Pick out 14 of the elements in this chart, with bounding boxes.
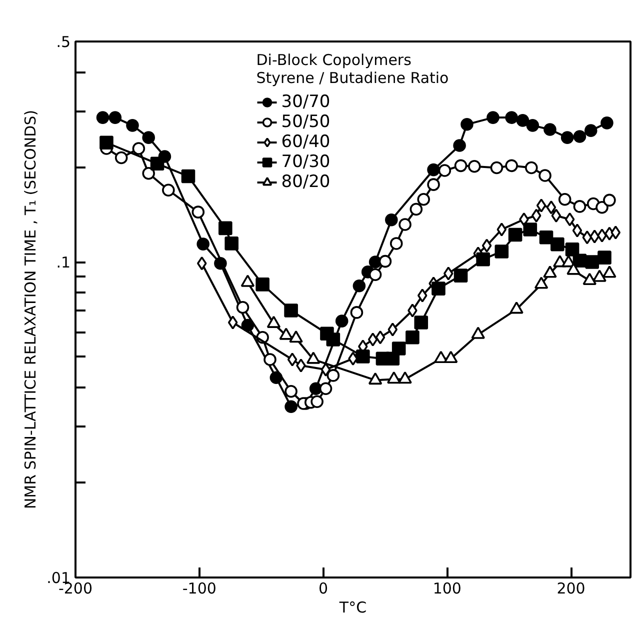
- legend-label: 60/40: [281, 132, 330, 152]
- legend-label: 80/20: [281, 172, 330, 192]
- legend-label: 30/70: [281, 92, 330, 112]
- x-axis-title: T°C: [338, 598, 367, 616]
- x-tick-label: -100: [182, 580, 216, 598]
- x-tick-label: 200: [556, 580, 586, 598]
- legend-label: 70/30: [281, 152, 330, 172]
- legend-title: Di-Block Copolymers Styrene / Butadiene Ratio: [256, 51, 449, 87]
- x-tick-label: 100: [432, 580, 462, 598]
- x-tick-label: 0: [318, 580, 328, 598]
- y-tick-label: .1: [56, 254, 70, 272]
- y-tick-label: .5: [56, 33, 70, 51]
- legend-label: 50/50: [281, 112, 330, 132]
- y-axis-title: NMR SPIN-LATTICE RELAXATION TIME , T₁ (SECONDS): [22, 110, 40, 510]
